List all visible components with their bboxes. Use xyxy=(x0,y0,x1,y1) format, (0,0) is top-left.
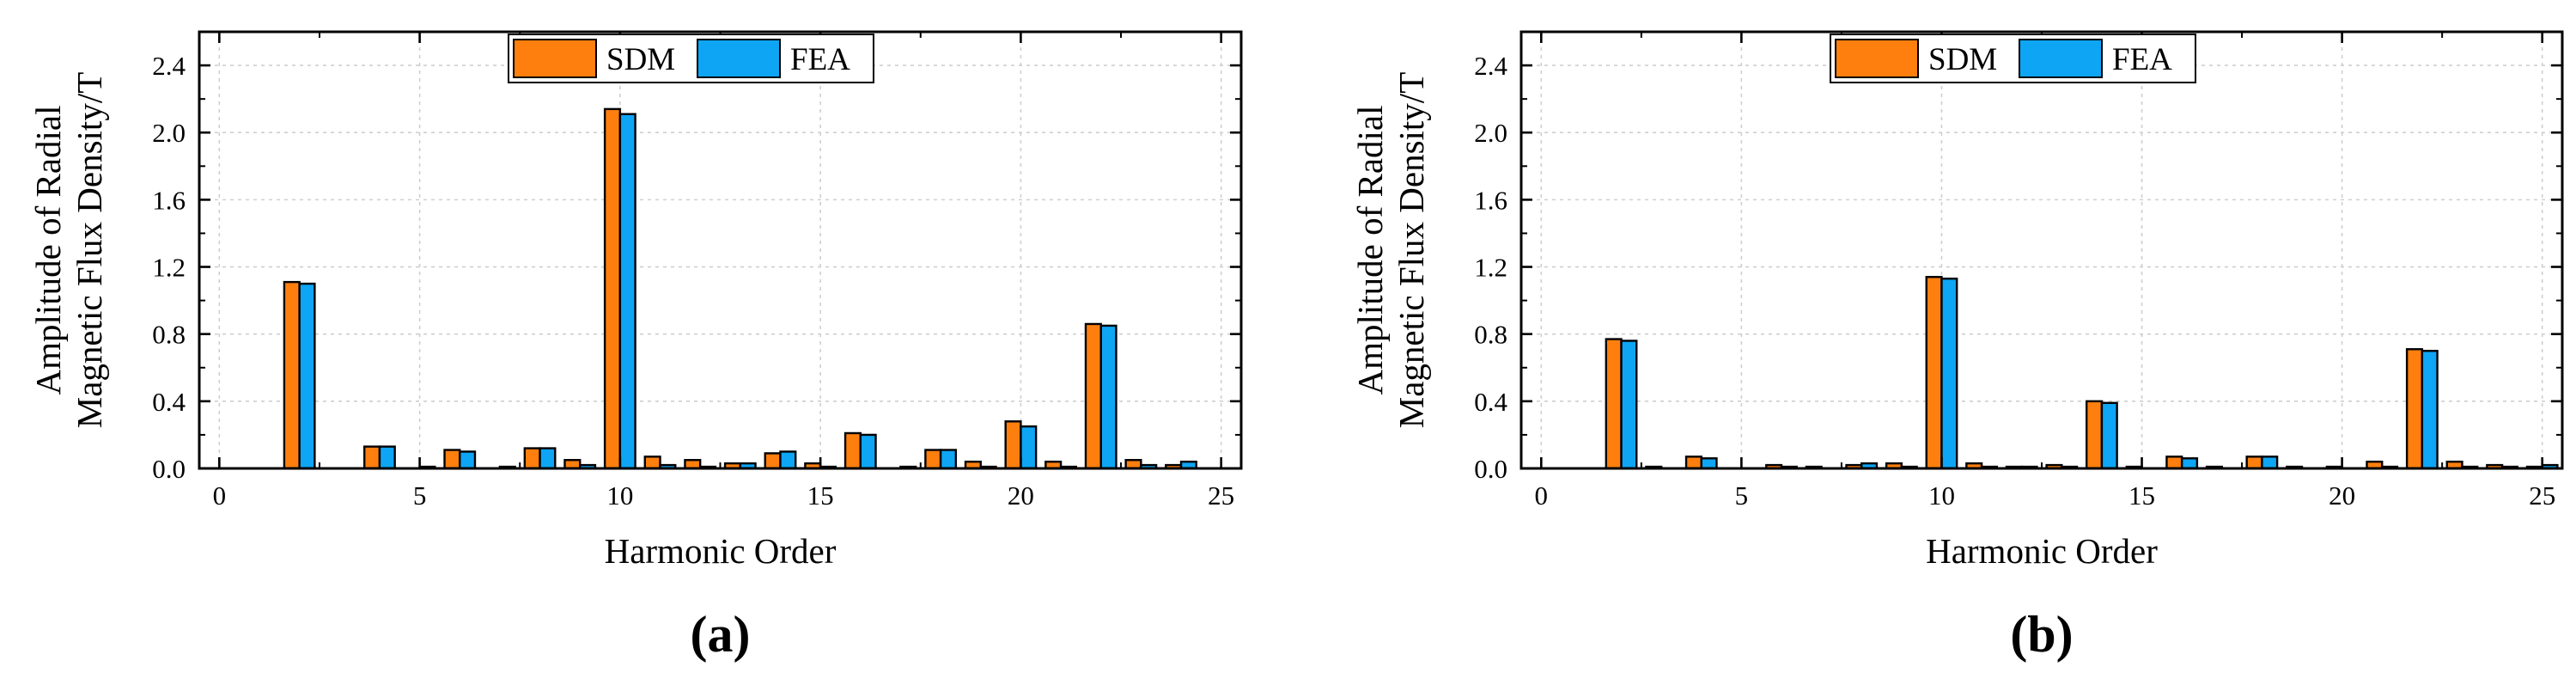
bar-sdm-h11 xyxy=(643,456,661,470)
bar-fea-h8 xyxy=(539,447,557,470)
x-tick-label: 5 xyxy=(413,480,427,511)
x-tick-label: 25 xyxy=(1208,480,1234,511)
legend-swatch-fea xyxy=(2019,39,2103,78)
bar-fea-h10 xyxy=(1940,278,1958,470)
legend-label-fea: FEA xyxy=(2112,42,2172,77)
y-tick-label: 0.8 xyxy=(152,320,186,350)
x-tick-label: 0 xyxy=(213,480,227,511)
y-tick-label: 1.2 xyxy=(1474,253,1507,283)
x-tick-label: 10 xyxy=(1928,480,1955,511)
bar-fea-h18 xyxy=(939,449,958,470)
y-axis-label-line-1: Amplitude of Radial xyxy=(1350,105,1390,394)
y-axis-label-line-2: Magnetic Flux Density/T xyxy=(70,72,109,429)
bar-sdm-h4 xyxy=(1684,456,1702,470)
bar-fea-h10 xyxy=(618,113,636,470)
x-axis-label: Harmonic Order xyxy=(1926,531,2158,571)
bar-fea-h16 xyxy=(859,433,877,470)
bar-fea-h20 xyxy=(1020,425,1038,470)
y-tick-label: 0.0 xyxy=(1474,454,1507,484)
bar-fea-h22 xyxy=(1099,324,1117,470)
x-tick-label: 25 xyxy=(2529,480,2555,511)
bar-fea-h6 xyxy=(459,450,477,470)
y-tick-label: 2.0 xyxy=(152,118,186,148)
bar-sdm-h22 xyxy=(2405,348,2424,470)
bar-fea-h4 xyxy=(378,445,396,470)
y-tick-label: 1.2 xyxy=(152,253,186,283)
x-tick-label: 15 xyxy=(807,480,834,511)
y-axis-label-line-1: Amplitude of Radial xyxy=(28,105,68,394)
bar-fea-h22 xyxy=(2421,350,2439,470)
bar-sdm-h16 xyxy=(2165,456,2183,470)
x-tick-label: 0 xyxy=(1535,480,1549,511)
x-tick-label: 10 xyxy=(606,480,633,511)
legend-label-sdm: SDM xyxy=(1928,42,1997,77)
bar-fea-h14 xyxy=(2100,401,2118,470)
x-axis-label: Harmonic Order xyxy=(605,531,837,571)
y-tick-label: 0.0 xyxy=(152,454,186,484)
chart-panel-b: 0.0 0.4 0.8 1.2 1.6 2.0 2.4 0 5 10 15 20 25 Harmonic … xyxy=(1350,30,2564,663)
y-tick-label: 2.4 xyxy=(1474,51,1507,81)
bar-sdm-h2 xyxy=(1605,338,1623,470)
bar-sdm-h4 xyxy=(363,445,381,470)
bar-sdm-h10 xyxy=(603,107,622,470)
bar-sdm-h16 xyxy=(843,431,862,470)
y-tick-label: 1.6 xyxy=(152,185,186,215)
chart-panel-a: 0.0 0.4 0.8 1.2 1.6 2.0 2.4 0 5 10 15 20 25 Harmonic … xyxy=(28,30,1243,663)
x-tick-label: 15 xyxy=(2128,480,2155,511)
y-axis-label-line-2: Magnetic Flux Density/T xyxy=(1392,72,1431,429)
bar-sdm-h10 xyxy=(1925,276,1943,470)
bar-sdm-h14 xyxy=(2086,400,2104,470)
legend-swatch-fea xyxy=(697,39,781,78)
x-tick-label: 20 xyxy=(1008,480,1034,511)
bar-sdm-h22 xyxy=(1084,322,1102,470)
y-tick-label: 2.0 xyxy=(1474,118,1507,148)
bar-fea-h4 xyxy=(1700,457,1718,470)
bar-fea-h2 xyxy=(298,282,316,470)
legend-swatch-sdm xyxy=(513,39,597,78)
y-tick-label: 0.8 xyxy=(1474,320,1507,350)
y-tick-label: 0.4 xyxy=(1474,387,1507,417)
x-tick-label: 5 xyxy=(1735,480,1749,511)
panel-label: (a) xyxy=(691,606,751,663)
y-tick-label: 2.4 xyxy=(152,51,186,81)
legend: SDM FEA xyxy=(1830,34,2196,83)
panel-label: (b) xyxy=(2010,606,2073,663)
bar-sdm-h18 xyxy=(2245,456,2263,470)
x-tick-label: 20 xyxy=(2329,480,2355,511)
legend: SDM FEA xyxy=(508,34,874,83)
bar-sdm-h20 xyxy=(1004,420,1022,470)
bar-fea-h16 xyxy=(2180,457,2199,470)
legend-label-sdm: SDM xyxy=(606,42,675,77)
y-tick-label: 1.6 xyxy=(1474,185,1507,215)
legend-label-fea: FEA xyxy=(790,42,850,77)
bar-sdm-h18 xyxy=(924,449,942,470)
y-tick-label: 0.4 xyxy=(152,387,186,417)
bar-fea-h18 xyxy=(2261,456,2279,470)
bar-sdm-h8 xyxy=(523,447,541,470)
bar-sdm-h14 xyxy=(764,452,782,470)
bar-sdm-h6 xyxy=(443,449,461,470)
bar-fea-h2 xyxy=(1620,339,1638,470)
bar-fea-h14 xyxy=(779,450,797,470)
legend-swatch-sdm xyxy=(1835,39,1919,78)
bar-sdm-h2 xyxy=(283,280,301,470)
